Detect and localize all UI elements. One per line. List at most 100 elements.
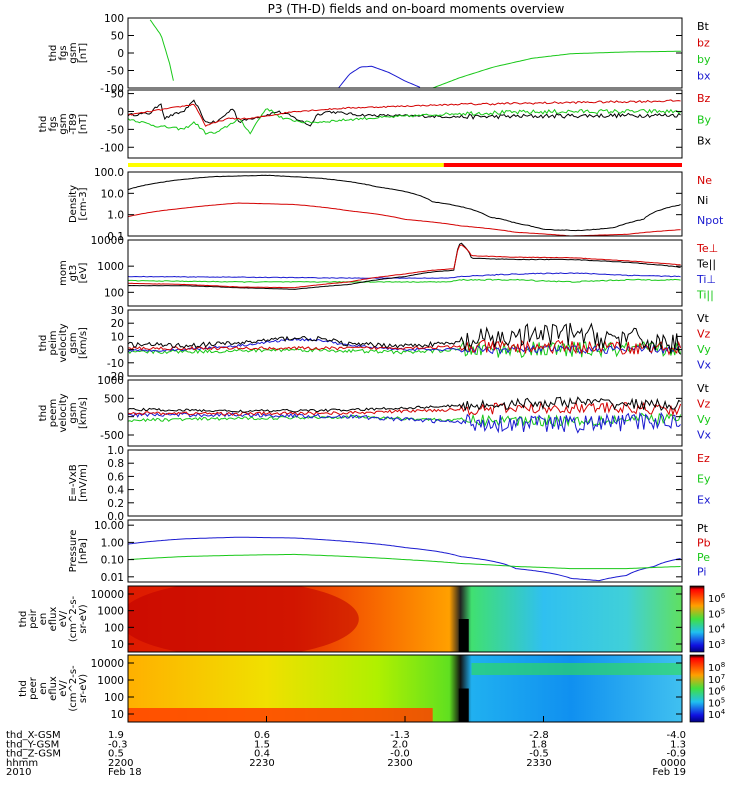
spectrogram-band [471,663,682,675]
y-tick-label: 10000 [91,658,124,670]
y-tick-label: 1000 [97,261,124,273]
colorbar-base: 10 [708,640,721,651]
colorbar-label: 105 [708,607,725,620]
panel-frame [127,449,683,517]
legend-label: By [697,113,712,126]
y-tick-label: 10.00 [94,520,124,532]
axis-row-value: -1.3 [390,730,410,741]
spectrogram [128,655,682,722]
y-axis-label: (cm^2-s- [68,595,79,642]
y-axis-label: fgs [58,45,69,60]
series-line-3 [128,400,682,417]
axis-row-value: 1.5 [254,739,270,750]
colorbar-base: 10 [708,687,721,698]
axis-row-label: hhmm [6,758,38,769]
series-line-1 [128,412,682,428]
y-axis-label: gsm [58,113,69,134]
y-tick-label: 100 [104,622,124,634]
series-line-2 [432,50,681,88]
y-axis-label: velocity [58,393,69,432]
y-axis-label: sr-eV) [78,604,89,633]
panel-2: 50 0 -50 -100 thd fgs gsm -T89 [nT] Bz By Bx [38,89,712,167]
y-axis-label: eflux [48,676,59,701]
colorbar-label: 108 [708,661,725,674]
colorbar-label: 104 [708,623,726,636]
legend-label: Vz [697,328,711,341]
series-line-2 [128,411,681,434]
axis-row-value: 0.4 [254,749,270,760]
colorbar-base: 10 [708,625,721,636]
y-axis-label: gsm [68,42,79,63]
y-tick-label: 0.4 [107,485,124,497]
y-tick-label: 1000 [97,606,124,618]
mode-bar-red [443,163,682,167]
y-tick-label: 0.6 [107,471,124,483]
panel-4: 10000 1000 100 mom gt3 [eV] Te⊥ Te|| Ti⊥ Ti|| [58,235,718,307]
axis-row-value: -2.8 [529,730,549,741]
y-axis-label: eV/ [58,680,69,697]
colorbar-label: 103 [708,638,725,651]
mode-bar-yellow [128,163,444,167]
legend-label: Npot [697,214,724,227]
colorbar-exponent: 6 [721,685,726,693]
y-axis-label: [km/s] [78,397,89,429]
legend-label: Ey [697,473,711,486]
colorbar-exponent: 7 [721,673,725,681]
legend-label: Te⊥ [696,242,718,255]
y-axis-label: [nT] [78,43,89,63]
y-tick-label: -10 [107,358,124,370]
panel-frame [127,309,683,377]
legend-label: Pb [697,537,711,550]
y-axis-label: gsm [68,332,79,353]
axis-row-value: 0000 [661,758,686,769]
y-tick-label: 50 [111,31,124,43]
axis-row-value: -0.5 [529,749,549,760]
y-tick-label: 1.0 [107,445,124,457]
series-line-2 [128,108,681,135]
colorbar-exponent: 8 [721,661,725,669]
y-tick-label: 0.2 [107,498,124,510]
colorbar-label: 107 [708,673,725,686]
colorbar-label: 106 [708,592,726,605]
y-tick-label: 1000 [97,375,124,387]
y-tick-label: 100 [104,13,124,25]
legend-label: Ti|| [696,289,714,302]
legend-label: Pt [697,522,709,535]
axis-row-value: 2230 [249,758,274,769]
time-axis-annotation: thd_X-GSM 1.9 0.6 -1.3 -2.8 -4.0 thd_Y-GSM -0.3… [6,716,686,778]
y-axis-label: peem [48,399,59,427]
series-line-1 [128,340,682,359]
series-group [128,536,681,582]
series-group [149,19,681,88]
colorbar-base: 10 [708,675,721,686]
legend-label: Ti⊥ [696,273,716,286]
axis-row-value: -4.0 [666,730,686,741]
y-axis-label: [nT] [78,114,89,134]
y-tick-label: 0.01 [101,572,124,584]
y-tick-label: -50 [107,66,124,78]
y-axis-label: thd [18,680,29,697]
legend-label: bx [697,70,711,83]
panel-7: 1.00.80.6 0.40.20.0 E=-VxB [mV/m] Ez Ey Ex [68,445,711,523]
axis-row-value: 2300 [387,758,412,769]
axis-row-value: -0.9 [666,749,686,760]
axis-row-label: 2010 [6,767,31,778]
axis-row-value: 2330 [526,758,551,769]
y-axis-label: gt3 [68,265,79,282]
y-axis-label: en [38,682,49,695]
y-axis-label: eflux [48,607,59,632]
colorbar-label: 106 [708,685,726,698]
series-line-1 [149,19,174,81]
series-line-4 [128,244,681,289]
y-axis-label: Pressure [68,530,79,573]
y-axis-label: thd [18,611,29,628]
series-group [128,322,682,359]
y-axis-label: thd [38,116,49,133]
y-tick-label: 10000 [91,235,124,247]
y-axis-label: gsm [68,402,79,423]
colorbar-exponent: 3 [721,638,725,646]
y-axis-label: velocity [58,323,69,362]
